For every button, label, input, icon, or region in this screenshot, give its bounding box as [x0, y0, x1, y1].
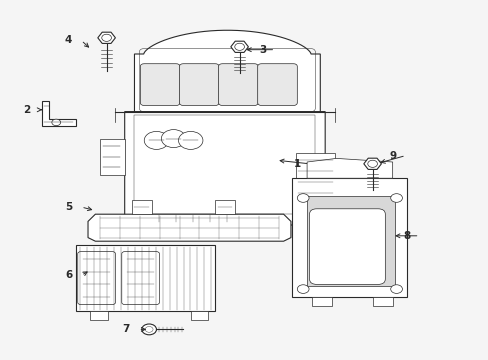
Polygon shape: [90, 311, 107, 320]
Circle shape: [178, 131, 203, 149]
Polygon shape: [363, 158, 381, 170]
Circle shape: [161, 130, 185, 148]
Text: 3: 3: [259, 45, 266, 55]
Polygon shape: [306, 158, 392, 178]
Circle shape: [142, 324, 156, 335]
Polygon shape: [88, 214, 290, 241]
Circle shape: [144, 131, 168, 149]
Polygon shape: [292, 178, 407, 297]
FancyBboxPatch shape: [78, 252, 115, 305]
FancyBboxPatch shape: [218, 64, 258, 105]
FancyBboxPatch shape: [179, 64, 219, 105]
Polygon shape: [215, 200, 234, 214]
Polygon shape: [311, 297, 331, 306]
Polygon shape: [76, 245, 215, 311]
Circle shape: [390, 285, 402, 293]
Circle shape: [390, 194, 402, 202]
Circle shape: [297, 285, 308, 293]
FancyBboxPatch shape: [140, 64, 180, 105]
FancyBboxPatch shape: [257, 64, 297, 105]
Text: 1: 1: [293, 159, 300, 169]
Polygon shape: [41, 101, 76, 126]
Polygon shape: [190, 311, 207, 320]
Circle shape: [367, 160, 377, 167]
Circle shape: [145, 327, 153, 332]
Polygon shape: [372, 297, 392, 306]
Text: 5: 5: [65, 202, 72, 212]
Polygon shape: [98, 32, 115, 44]
Circle shape: [52, 119, 61, 126]
Circle shape: [234, 43, 244, 50]
Text: 9: 9: [389, 150, 396, 161]
Polygon shape: [134, 30, 320, 113]
Polygon shape: [230, 41, 248, 53]
Text: 8: 8: [403, 231, 410, 241]
FancyBboxPatch shape: [309, 209, 385, 284]
Polygon shape: [100, 139, 124, 175]
Text: 7: 7: [122, 324, 129, 334]
Text: 4: 4: [65, 35, 72, 45]
FancyBboxPatch shape: [122, 252, 159, 305]
Polygon shape: [306, 196, 394, 286]
Polygon shape: [124, 112, 325, 225]
Polygon shape: [132, 200, 151, 214]
Circle shape: [297, 194, 308, 202]
Polygon shape: [149, 214, 237, 223]
Text: 2: 2: [23, 105, 30, 115]
Circle shape: [102, 34, 111, 41]
Polygon shape: [295, 153, 334, 200]
Text: 6: 6: [65, 270, 72, 280]
